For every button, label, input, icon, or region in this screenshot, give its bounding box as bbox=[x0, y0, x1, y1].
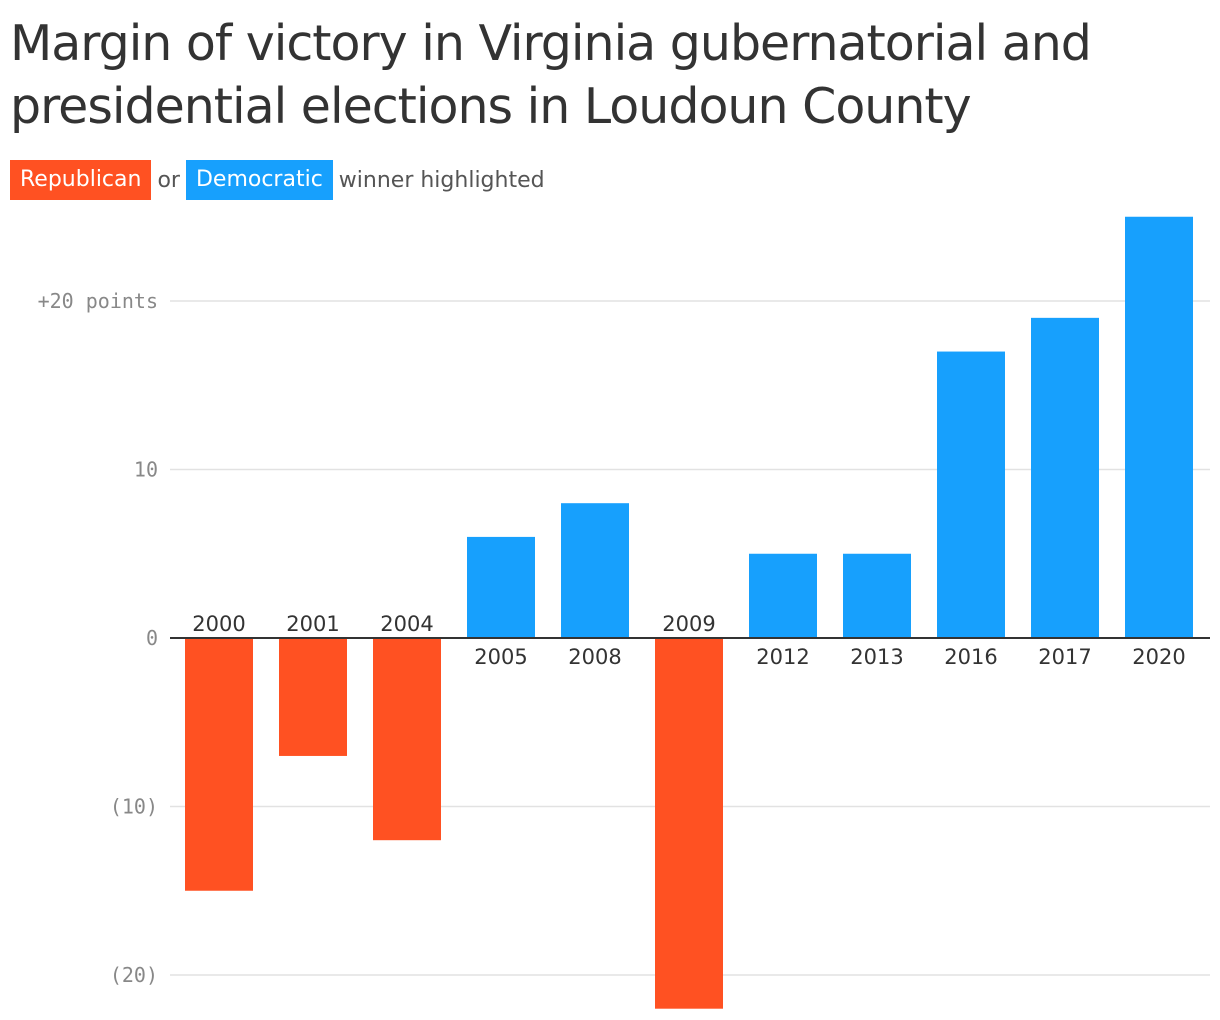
x-label-2020: 2020 bbox=[1132, 645, 1185, 669]
bar-2009 bbox=[655, 638, 723, 1009]
legend-republican: Republican bbox=[10, 160, 152, 200]
y-tick-label-3: (10) bbox=[110, 795, 158, 819]
bar-2012 bbox=[749, 553, 817, 638]
x-label-2005: 2005 bbox=[474, 645, 527, 669]
legend: Republican or Democratic winner highligh… bbox=[10, 160, 551, 200]
y-tick-label-2: 0 bbox=[146, 626, 158, 650]
bar-2017 bbox=[1031, 317, 1099, 638]
x-label-2001: 2001 bbox=[286, 612, 339, 636]
x-label-2008: 2008 bbox=[568, 645, 621, 669]
bar-2004 bbox=[373, 638, 441, 841]
legend-suffix-text: winner highlighted bbox=[338, 167, 545, 193]
legend-democratic: Democratic bbox=[185, 160, 333, 200]
bar-2008 bbox=[561, 503, 629, 638]
y-tick-label-1: 10 bbox=[134, 458, 158, 482]
x-label-2012: 2012 bbox=[756, 645, 809, 669]
bar-2005 bbox=[467, 536, 535, 638]
chart-title: Margin of victory in Virginia gubernator… bbox=[10, 15, 1092, 135]
legend-or-text: or bbox=[157, 167, 180, 193]
x-label-2004: 2004 bbox=[380, 612, 433, 636]
bar-2001 bbox=[279, 638, 347, 756]
x-label-2009: 2009 bbox=[662, 612, 715, 636]
bar-2016 bbox=[937, 351, 1005, 638]
bar-2020 bbox=[1125, 216, 1193, 638]
x-label-2017: 2017 bbox=[1038, 645, 1091, 669]
x-label-2013: 2013 bbox=[850, 645, 903, 669]
x-label-2016: 2016 bbox=[944, 645, 997, 669]
x-label-2000: 2000 bbox=[192, 612, 245, 636]
bar-2000 bbox=[185, 638, 253, 891]
y-tick-label-0: +20 points bbox=[38, 289, 158, 313]
bar-2013 bbox=[843, 553, 911, 638]
y-tick-label-4: (20) bbox=[110, 963, 158, 987]
